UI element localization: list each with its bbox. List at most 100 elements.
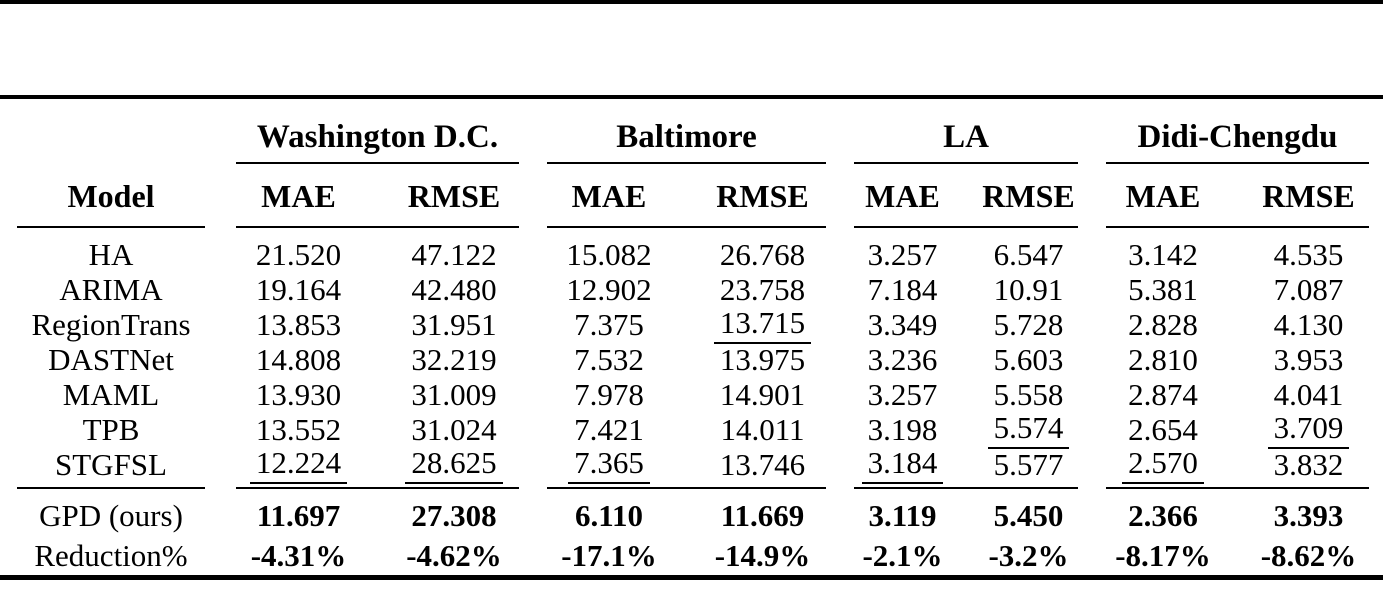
value-cell: 7.184 xyxy=(840,272,965,307)
results-table: Washington D.C. Baltimore LA Didi-Chengdu Mo… xyxy=(0,95,1383,580)
metric-value: 3.257 xyxy=(867,377,938,412)
metric-value: 31.009 xyxy=(411,377,497,412)
metric-value: 13.975 xyxy=(719,342,806,377)
group-rule-cell-1 xyxy=(222,159,533,171)
metric-value: 3.236 xyxy=(867,342,938,377)
column-pair-rule xyxy=(236,487,519,489)
value-cell: 13.930 xyxy=(222,377,375,412)
model-column-rule xyxy=(17,226,205,228)
metric-value: 3.142 xyxy=(1128,237,1198,272)
group-underline-rule xyxy=(236,162,519,164)
metric-value: 12.902 xyxy=(566,272,652,307)
metric-value: 5.381 xyxy=(1128,272,1198,307)
value-cell: 3.184 xyxy=(840,445,965,484)
mid-model-rule-cell xyxy=(0,482,222,496)
value-cell: 23.758 xyxy=(685,272,840,307)
value-cell: 13.552 xyxy=(222,412,375,447)
metric-value: 12.224 xyxy=(249,445,348,484)
column-pair-rule xyxy=(854,226,1078,228)
metric-value: 3.709 xyxy=(1267,410,1350,449)
model-name-cell: TPB xyxy=(0,412,222,447)
model-column-rule xyxy=(17,487,205,489)
metric-value: 47.122 xyxy=(411,237,497,272)
summary-metric-value: -17.1% xyxy=(561,537,657,573)
metric-value: 21.520 xyxy=(255,237,342,272)
header-group-rule-cell-2 xyxy=(533,221,840,237)
value-cell: 3.198 xyxy=(840,412,965,447)
summary-metric-value: 5.450 xyxy=(993,498,1064,533)
metric-value: 5.577 xyxy=(993,447,1064,482)
corner-cell xyxy=(0,99,222,159)
metric-value: 3.349 xyxy=(867,307,938,342)
metric-value: 13.715 xyxy=(713,305,812,344)
group-rule-cell-4 xyxy=(1092,159,1383,171)
summary-metric-value: -3.2% xyxy=(988,537,1069,573)
metric-value: 7.365 xyxy=(568,445,650,484)
value-cell: 7.532 xyxy=(533,342,685,377)
summary-metric-value: 27.308 xyxy=(411,498,497,533)
metric-value: 23.758 xyxy=(719,272,806,307)
group-header-4: Didi-Chengdu xyxy=(1137,119,1338,155)
metric-value: 5.603 xyxy=(993,342,1064,377)
value-cell: 7.375 xyxy=(533,307,685,342)
summary-value-cell: -8.17% xyxy=(1092,535,1234,575)
value-cell: 4.535 xyxy=(1234,237,1383,272)
metric-value: 7.532 xyxy=(574,342,644,377)
value-cell: 3.709 xyxy=(1234,410,1383,449)
metric-value: 5.558 xyxy=(993,377,1064,412)
metric-value: 15.082 xyxy=(566,237,652,272)
summary-value-cell: -4.31% xyxy=(222,535,375,575)
value-cell: 7.365 xyxy=(533,445,685,484)
metric-value: 26.768 xyxy=(719,237,806,272)
value-cell: 13.853 xyxy=(222,307,375,342)
summary-metric-value: 11.669 xyxy=(720,498,805,533)
summary-model-cell: GPD (ours) xyxy=(0,496,222,535)
value-cell: 2.810 xyxy=(1092,342,1234,377)
column-pair-rule xyxy=(236,226,519,228)
model-name: STGFSL xyxy=(55,447,167,482)
summary-value-cell: -4.62% xyxy=(375,535,533,575)
metric-value: 19.164 xyxy=(255,272,342,307)
model-name-cell: RegionTrans xyxy=(0,307,222,342)
metric-value: 42.480 xyxy=(411,272,497,307)
metric-value: 2.828 xyxy=(1128,307,1198,342)
model-name-cell: ARIMA xyxy=(0,272,222,307)
value-cell: 31.009 xyxy=(375,377,533,412)
value-cell: 12.902 xyxy=(533,272,685,307)
value-cell: 31.024 xyxy=(375,412,533,447)
model-name: ARIMA xyxy=(59,272,163,307)
value-cell: 14.011 xyxy=(685,412,840,447)
metric-value: 6.547 xyxy=(993,237,1064,272)
metric-header-4-mae: MAE xyxy=(1125,177,1201,214)
value-cell: 3.236 xyxy=(840,342,965,377)
metric-value: 4.041 xyxy=(1273,377,1344,412)
value-cell: 13.715 xyxy=(685,305,840,344)
value-cell: 3.832 xyxy=(1234,447,1383,482)
value-cell: 26.768 xyxy=(685,237,840,272)
column-pair-rule xyxy=(854,487,1078,489)
metric-value: 3.184 xyxy=(861,445,944,484)
model-name: TPB xyxy=(82,412,140,447)
metric-value: 13.552 xyxy=(255,412,342,447)
summary-metric-value: -8.62% xyxy=(1260,537,1357,573)
summary-metric-value: 11.697 xyxy=(256,498,341,533)
metric-value: 2.570 xyxy=(1122,445,1204,484)
group-underline-rule xyxy=(1106,162,1369,164)
model-name: HA xyxy=(88,237,134,272)
value-cell: 5.558 xyxy=(965,377,1092,412)
summary-metric-value: 3.393 xyxy=(1273,498,1344,533)
value-cell: 5.603 xyxy=(965,342,1092,377)
model-name: MAML xyxy=(62,377,160,412)
value-cell: 7.087 xyxy=(1234,272,1383,307)
metric-value: 7.087 xyxy=(1273,272,1344,307)
model-name: DASTNet xyxy=(48,342,174,377)
metric-value: 5.574 xyxy=(987,410,1070,449)
value-cell: 2.828 xyxy=(1092,307,1234,342)
summary-value-cell: 3.393 xyxy=(1234,496,1383,535)
summary-metric-value: 6.110 xyxy=(574,498,644,533)
metric-value: 7.375 xyxy=(574,307,644,342)
header-group-rule-cell-3 xyxy=(840,221,1092,237)
value-cell: 3.953 xyxy=(1234,342,1383,377)
metric-value: 3.953 xyxy=(1273,342,1344,377)
